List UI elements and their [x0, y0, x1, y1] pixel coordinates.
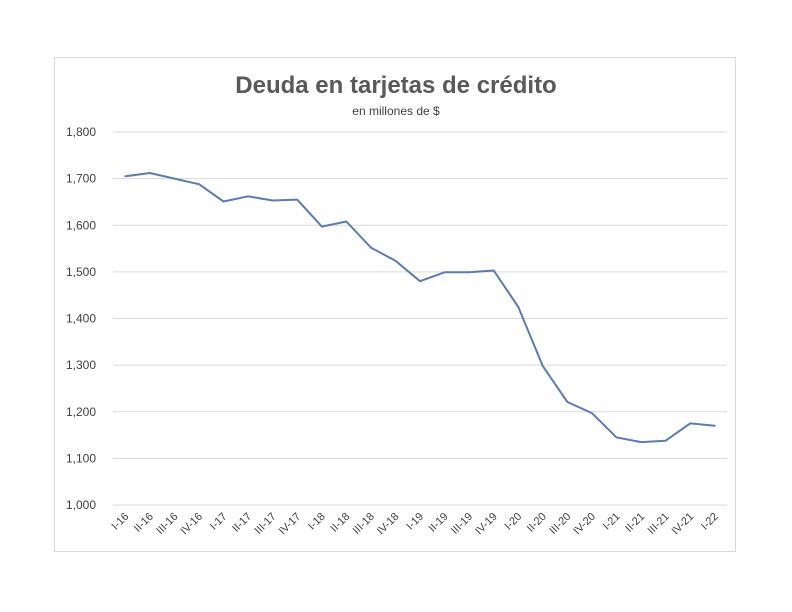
series-layer — [124, 172, 716, 444]
x-tick-label: II-17 — [230, 511, 254, 535]
x-tick-label: IV-21 — [670, 511, 697, 538]
x-tick-label: IV-17 — [277, 511, 304, 538]
x-tick-label: III-20 — [547, 511, 573, 537]
x-tick-label: III-17 — [253, 511, 279, 537]
x-tick-label: I-22 — [699, 511, 721, 533]
x-tick-label: II-20 — [525, 511, 549, 535]
x-tick-label: II-19 — [427, 511, 451, 535]
y-tick-label: 1,600 — [66, 218, 96, 232]
y-tick-label: 1,200 — [66, 405, 96, 419]
x-tick-label: III-18 — [351, 511, 377, 537]
y-tick-label: 1,300 — [66, 358, 96, 372]
x-tick-label: I-16 — [110, 511, 132, 533]
x-tick-label: IV-20 — [571, 511, 598, 538]
x-tick-label: IV-16 — [178, 511, 205, 538]
x-tick-label: I-20 — [502, 511, 524, 533]
gridlines — [113, 131, 727, 506]
x-tick-label: IV-18 — [375, 511, 402, 538]
x-tick-label: III-21 — [646, 511, 672, 537]
x-tick-label: III-16 — [154, 511, 180, 537]
y-axis-tick-labels: 1,000 1,100 1,200 1,300 1,400 1,500 1,600 1,700… — [66, 125, 96, 512]
x-tick-label: I-21 — [601, 511, 623, 533]
x-tick-label: I-18 — [306, 511, 328, 533]
chart-area: Deuda en tarjetas de crédito en millones… — [54, 57, 736, 552]
y-tick-label: 1,700 — [66, 172, 96, 186]
series-line — [124, 172, 716, 444]
x-tick-label: IV-19 — [473, 511, 500, 538]
x-tick-label: I-17 — [208, 511, 230, 533]
line-chart: Deuda en tarjetas de crédito en millones… — [66, 72, 727, 538]
x-tick-label: III-19 — [449, 511, 475, 537]
x-tick-label: II-21 — [623, 511, 647, 535]
chart-subtitle: en millones de $ — [352, 104, 440, 118]
y-tick-label: 1,400 — [66, 312, 96, 326]
y-tick-label: 1,500 — [66, 265, 96, 279]
x-tick-label: II-16 — [132, 511, 156, 535]
x-tick-label: II-18 — [328, 511, 352, 535]
y-tick-label: 1,000 — [66, 498, 96, 512]
chart-title: Deuda en tarjetas de crédito — [235, 72, 556, 99]
y-tick-label: 1,800 — [66, 125, 96, 139]
y-tick-label: 1,100 — [66, 451, 96, 465]
x-tick-label: I-19 — [404, 511, 426, 533]
